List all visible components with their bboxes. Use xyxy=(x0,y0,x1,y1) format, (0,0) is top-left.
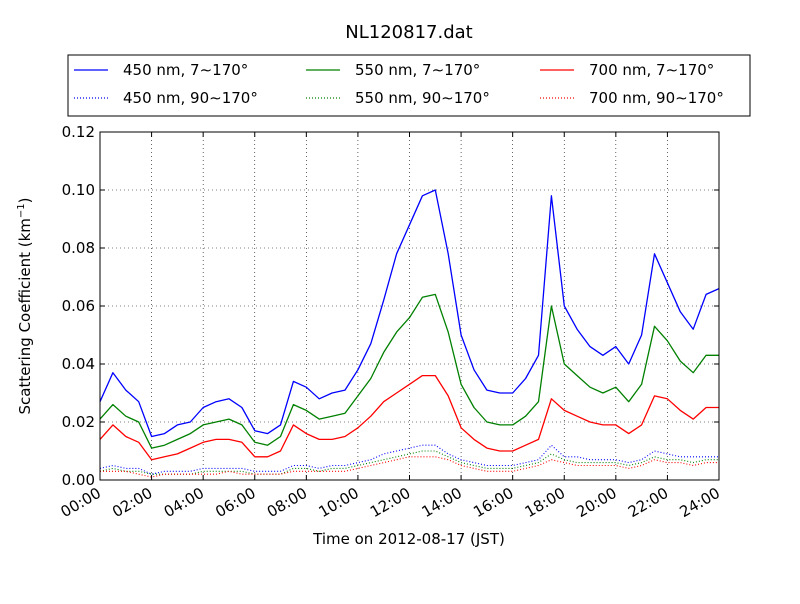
series-line-3 xyxy=(99,444,719,475)
x-tick-label: 18:00 xyxy=(522,484,568,521)
y-tick-labels: 0.00 0.02 0.04 0.06 0.08 0.10 0.12 xyxy=(62,123,95,489)
y-axis-label-superscript: −1 xyxy=(16,203,27,218)
chart-title: NL120817.dat xyxy=(345,22,472,43)
y-tick-label: 0.00 xyxy=(62,471,95,489)
series-layer xyxy=(99,189,720,478)
y-tick-label: 0.12 xyxy=(62,123,95,141)
legend-label-0: 450 nm, 7∼170° xyxy=(123,61,248,79)
x-tick-label: 04:00 xyxy=(161,484,207,521)
x-tick-label: 12:00 xyxy=(367,484,413,521)
legend-box xyxy=(67,54,751,117)
x-tick-label: 06:00 xyxy=(212,484,258,521)
y-axis-label-close: ) xyxy=(16,197,34,203)
y-axis-label: Scattering Coefficient (km−1) xyxy=(16,197,34,414)
x-tick-label: 16:00 xyxy=(470,484,516,521)
legend: 450 nm, 7∼170° 550 nm, 7∼170° 700 nm, 7∼17… xyxy=(67,54,751,117)
x-tick-label: 02:00 xyxy=(109,484,155,521)
axis-ticks xyxy=(99,131,720,481)
legend-label-2: 700 nm, 7∼170° xyxy=(589,61,714,79)
legend-label-1: 550 nm, 7∼170° xyxy=(355,61,480,79)
x-tick-label: 24:00 xyxy=(677,484,723,521)
legend-label-3: 450 nm, 90∼170° xyxy=(123,89,258,107)
x-tick-label: 00:00 xyxy=(58,484,104,521)
series-line-1 xyxy=(99,293,719,449)
series-line-0 xyxy=(99,189,720,438)
x-axis-label: Time on 2012-08-17 (JST) xyxy=(312,530,505,548)
x-tick-label: 20:00 xyxy=(573,484,619,521)
y-tick-label: 0.10 xyxy=(62,181,95,199)
x-tick-labels: 00:00 02:00 04:00 06:00 08:00 10:00 12:00 14:00… xyxy=(58,484,723,521)
series-line-2 xyxy=(99,374,719,461)
x-tick-label: 14:00 xyxy=(419,484,465,521)
y-tick-label: 0.08 xyxy=(62,239,95,257)
y-tick-label: 0.06 xyxy=(62,297,95,315)
y-tick-label: 0.02 xyxy=(62,413,95,431)
legend-label-5: 700 nm, 90∼170° xyxy=(589,89,724,107)
legend-label-4: 550 nm, 90∼170° xyxy=(355,89,490,107)
y-tick-label: 0.04 xyxy=(62,355,95,373)
x-tick-label: 10:00 xyxy=(315,484,361,521)
x-tick-label: 22:00 xyxy=(625,484,671,521)
plot-area xyxy=(100,132,719,480)
x-tick-label: 08:00 xyxy=(264,484,310,521)
y-axis-label-main: Scattering Coefficient (km xyxy=(16,218,34,414)
